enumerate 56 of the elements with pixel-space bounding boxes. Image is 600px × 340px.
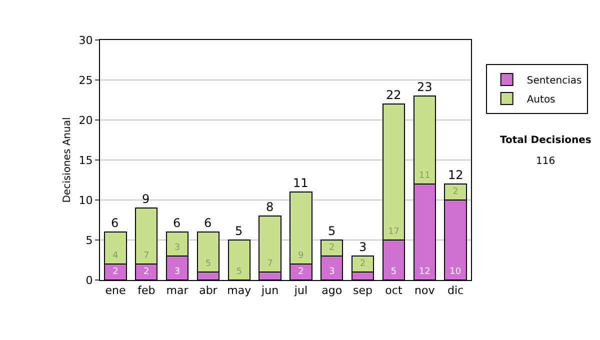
text: Total Decisiones (500, 135, 592, 146)
data-label: 5 (236, 267, 242, 277)
x-tick-label: mar (166, 284, 189, 298)
data-label: 2 (452, 187, 458, 197)
x-tick-label: abr (199, 284, 218, 298)
x-tick-label: feb (138, 284, 156, 298)
data-label: 10 (450, 267, 462, 277)
data-label: 2 (144, 267, 150, 277)
data-label: 12 (418, 267, 430, 277)
data-label: 3 (174, 267, 180, 277)
y-tick-label: 25 (78, 74, 93, 87)
total-label: 3 (359, 240, 367, 254)
total-label: 9 (142, 192, 150, 206)
data-label: 11 (418, 171, 430, 181)
total-label: 12 (448, 168, 464, 182)
data-label: 2 (360, 259, 366, 269)
legend-label: Sentencias (526, 75, 582, 86)
data-label: 3 (174, 243, 180, 253)
y-tick-label: 20 (78, 114, 93, 127)
x-tick-label: nov (414, 284, 436, 298)
total-label: 6 (204, 216, 212, 230)
x-tick-label: ago (322, 284, 342, 298)
x-tick-label: jul (293, 284, 308, 298)
y-tick-label: 15 (78, 154, 93, 167)
data-label: 7 (144, 251, 150, 261)
total-label: 22 (386, 88, 402, 102)
x-tick-label: sep (353, 284, 373, 298)
x-tick-label: may (227, 284, 252, 298)
data-label: 17 (388, 227, 400, 237)
x-tick-label: dic (447, 284, 464, 298)
data-label: 2 (329, 243, 335, 253)
x-tick-label: oct (385, 284, 403, 298)
y-axis-title: Decisiones Anual (62, 117, 73, 203)
data-label: 2 (298, 267, 304, 277)
total-label: 23 (417, 80, 432, 94)
x-tick-label: jun (260, 284, 279, 298)
data-label: 2 (112, 267, 118, 277)
data-label: 3 (329, 267, 335, 277)
text: 116 (536, 156, 556, 167)
total-label: 5 (235, 224, 243, 238)
total-label: 6 (111, 216, 119, 230)
x-tick-label: ene (105, 284, 126, 298)
y-tick-label: 10 (78, 194, 93, 207)
data-label: 7 (267, 259, 273, 269)
y-tick-label: 30 (78, 34, 93, 47)
total-label: 5 (328, 224, 336, 238)
legend-label: Autos (526, 94, 556, 106)
total-label: 8 (266, 200, 274, 214)
data-label: 9 (298, 251, 304, 261)
total-label: 11 (293, 176, 308, 190)
y-tick-label: 0 (86, 274, 93, 287)
data-label: 5 (205, 259, 212, 269)
data-label: 4 (112, 251, 118, 261)
data-label: 5 (390, 267, 397, 277)
total-label: 6 (173, 216, 181, 230)
y-tick-label: 5 (86, 234, 93, 247)
